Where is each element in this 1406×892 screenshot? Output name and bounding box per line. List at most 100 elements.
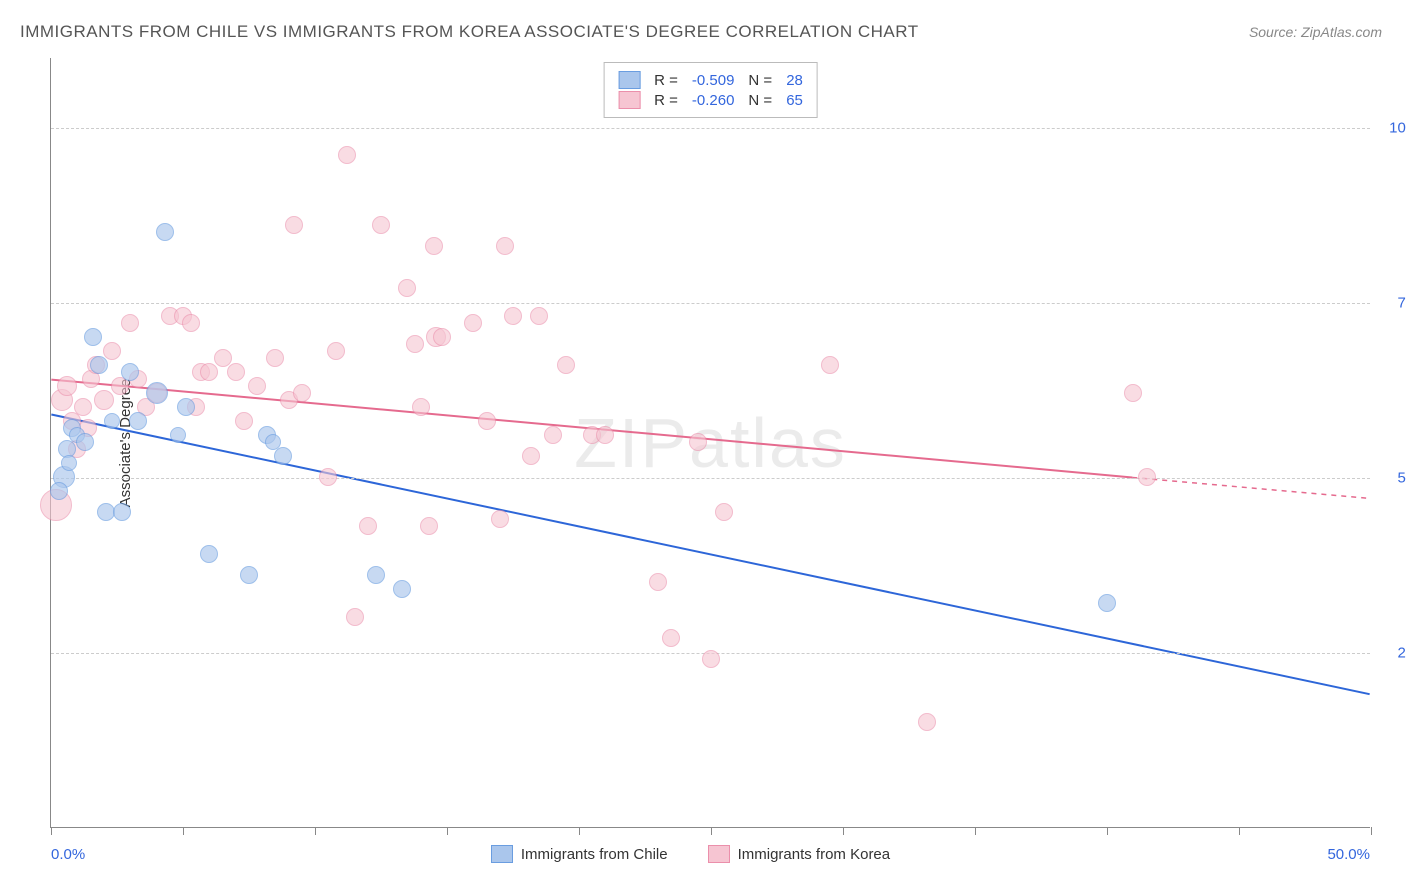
- n-label: N =: [748, 92, 772, 109]
- legend-swatch: [618, 91, 640, 109]
- plot-area: Associate's Degree ZIPatlas R =-0.509N =…: [50, 58, 1370, 828]
- y-tick-label: 100.0%: [1380, 120, 1406, 137]
- legend-swatch: [618, 71, 640, 89]
- data-point: [821, 356, 839, 374]
- data-point: [121, 363, 139, 381]
- data-point: [235, 412, 253, 430]
- x-tick: [51, 827, 52, 835]
- r-label: R =: [654, 72, 678, 89]
- data-point: [200, 363, 218, 381]
- x-tick: [183, 827, 184, 835]
- bottom-legend-items: Immigrants from Chile Immigrants from Kor…: [491, 845, 930, 863]
- x-tick: [315, 827, 316, 835]
- data-point: [1138, 468, 1156, 486]
- data-point: [464, 314, 482, 332]
- data-point: [327, 342, 345, 360]
- y-tick-label: 50.0%: [1380, 470, 1406, 487]
- legend-swatch: [491, 845, 513, 863]
- data-point: [702, 650, 720, 668]
- data-point: [412, 398, 430, 416]
- r-value: -0.509: [692, 72, 735, 89]
- data-point: [338, 146, 356, 164]
- data-point: [393, 580, 411, 598]
- data-point: [90, 356, 108, 374]
- data-point: [346, 608, 364, 626]
- data-point: [94, 390, 114, 410]
- data-point: [285, 216, 303, 234]
- data-point: [478, 412, 496, 430]
- r-label: R =: [654, 92, 678, 109]
- data-point: [121, 314, 139, 332]
- data-point: [240, 566, 258, 584]
- data-point: [918, 713, 936, 731]
- data-point: [491, 510, 509, 528]
- x-axis-max-label: 50.0%: [1327, 846, 1370, 863]
- x-tick: [843, 827, 844, 835]
- data-point: [84, 328, 102, 346]
- data-point: [649, 573, 667, 591]
- data-point: [367, 566, 385, 584]
- data-point: [293, 384, 311, 402]
- source-attribution: Source: ZipAtlas.com: [1249, 24, 1382, 40]
- data-point: [425, 237, 443, 255]
- data-point: [200, 545, 218, 563]
- n-value: 65: [786, 92, 803, 109]
- data-point: [596, 426, 614, 444]
- data-point: [420, 517, 438, 535]
- x-tick: [1239, 827, 1240, 835]
- data-point: [129, 412, 147, 430]
- data-point: [496, 237, 514, 255]
- x-tick: [447, 827, 448, 835]
- data-point: [146, 382, 168, 404]
- y-tick-label: 75.0%: [1380, 295, 1406, 312]
- data-point: [715, 503, 733, 521]
- legend-item: Immigrants from Korea: [708, 845, 891, 863]
- data-point: [50, 482, 68, 500]
- data-point: [689, 433, 707, 451]
- data-point: [61, 455, 77, 471]
- r-value: -0.260: [692, 92, 735, 109]
- data-point: [113, 503, 131, 521]
- data-point: [522, 447, 540, 465]
- data-point: [398, 279, 416, 297]
- gridline: [51, 128, 1370, 129]
- data-point: [544, 426, 562, 444]
- data-point: [274, 447, 292, 465]
- stats-legend-row: R = -0.260 N = 65: [618, 91, 803, 109]
- stats-legend: R = -0.509 N = 28 R = -0.260 N = 65: [603, 62, 818, 118]
- bottom-legend: 0.0%Immigrants from ChileImmigrants from…: [51, 845, 1370, 863]
- data-point: [156, 223, 174, 241]
- data-point: [433, 328, 451, 346]
- x-axis-min-label: 0.0%: [51, 846, 85, 863]
- data-point: [104, 413, 120, 429]
- legend-label: Immigrants from Chile: [521, 846, 668, 863]
- gridline: [51, 303, 1370, 304]
- legend-swatch: [708, 845, 730, 863]
- data-point: [1098, 594, 1116, 612]
- trend-line-dashed: [1132, 477, 1369, 498]
- stats-legend-row: R = -0.509 N = 28: [618, 71, 803, 89]
- data-point: [103, 342, 121, 360]
- data-point: [170, 427, 186, 443]
- n-value: 28: [786, 72, 803, 89]
- gridline: [51, 478, 1370, 479]
- data-point: [1124, 384, 1142, 402]
- x-tick: [1107, 827, 1108, 835]
- data-point: [74, 398, 92, 416]
- y-tick-label: 25.0%: [1380, 645, 1406, 662]
- data-point: [248, 377, 266, 395]
- n-label: N =: [748, 72, 772, 89]
- data-point: [530, 307, 548, 325]
- trend-lines-svg: [51, 58, 1370, 827]
- data-point: [177, 398, 195, 416]
- data-point: [557, 356, 575, 374]
- legend-item: Immigrants from Chile: [491, 845, 668, 863]
- x-tick: [1371, 827, 1372, 835]
- data-point: [406, 335, 424, 353]
- data-point: [319, 468, 337, 486]
- x-tick: [975, 827, 976, 835]
- data-point: [266, 349, 284, 367]
- legend-label: Immigrants from Korea: [738, 846, 891, 863]
- data-point: [359, 517, 377, 535]
- x-tick: [579, 827, 580, 835]
